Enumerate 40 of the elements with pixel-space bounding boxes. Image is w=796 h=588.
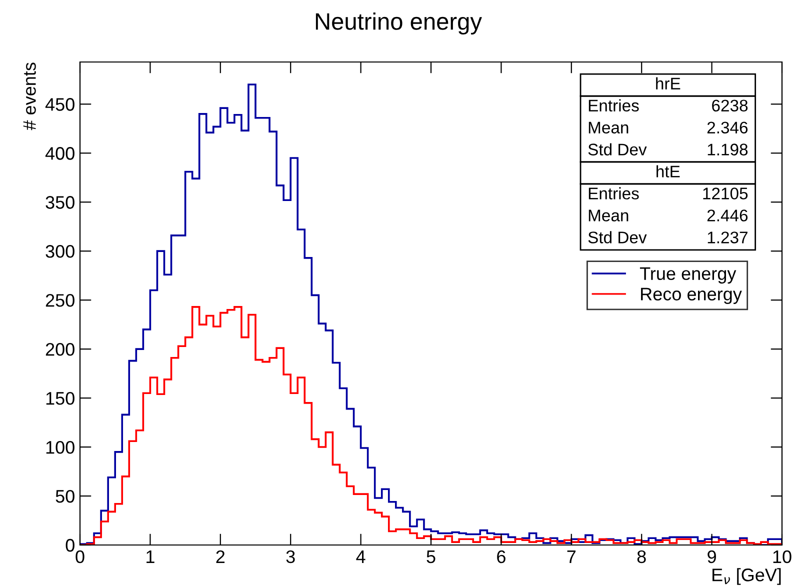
y-tick-label: 150 bbox=[46, 392, 74, 405]
x-tick-label: 6 bbox=[497, 550, 506, 564]
legend-label: Reco energy bbox=[641, 288, 742, 304]
annotation: 12105 bbox=[703, 188, 748, 200]
annotation: htE bbox=[656, 165, 680, 178]
annotation: Mean bbox=[588, 210, 628, 222]
annotation: hrE bbox=[656, 77, 680, 90]
annotation: Entries bbox=[588, 99, 639, 112]
y-tick-label: 450 bbox=[45, 98, 74, 111]
x-tick-label: 5 bbox=[426, 550, 436, 564]
legend-label: True energy bbox=[640, 267, 736, 284]
y-tick-label: 100 bbox=[46, 440, 74, 454]
x-tick-label: 2 bbox=[216, 550, 225, 563]
x-tick-label: 3 bbox=[286, 550, 295, 564]
x-tick-label: 8 bbox=[637, 550, 646, 564]
annotation: 6238 bbox=[712, 100, 748, 112]
x-tick-label: 1 bbox=[146, 550, 154, 563]
x-tick-label: 7 bbox=[567, 550, 576, 563]
y-tick-label: 400 bbox=[45, 147, 74, 160]
x-axis-title: E$_{ν}$ [GeV] bbox=[712, 568, 781, 585]
y-tick-label: 300 bbox=[46, 245, 74, 258]
annotation: Std Dev bbox=[588, 231, 647, 244]
y-tick-label: 200 bbox=[46, 342, 74, 356]
annotation: Mean bbox=[588, 122, 628, 134]
annotation: 1.237 bbox=[708, 232, 748, 244]
y-axis-title: # events bbox=[23, 62, 36, 130]
y-tick-label: 0 bbox=[66, 538, 74, 552]
x-tick-label: 10 bbox=[773, 550, 792, 564]
x-tick-label: 0 bbox=[76, 550, 84, 564]
y-tick-label: 50 bbox=[56, 490, 74, 503]
annotation: 2.346 bbox=[707, 122, 748, 134]
chart-title: Neutrino energy bbox=[316, 12, 482, 35]
x-tick-label: 4 bbox=[356, 550, 366, 563]
annotation: 1.198 bbox=[708, 144, 748, 156]
annotation: Std Dev bbox=[588, 143, 647, 156]
annotation: Entries bbox=[588, 187, 639, 200]
y-tick-label: 350 bbox=[46, 196, 74, 209]
y-tick-label: 250 bbox=[46, 294, 74, 307]
annotation: 2.446 bbox=[707, 210, 748, 222]
x-tick-label: 9 bbox=[708, 550, 716, 564]
